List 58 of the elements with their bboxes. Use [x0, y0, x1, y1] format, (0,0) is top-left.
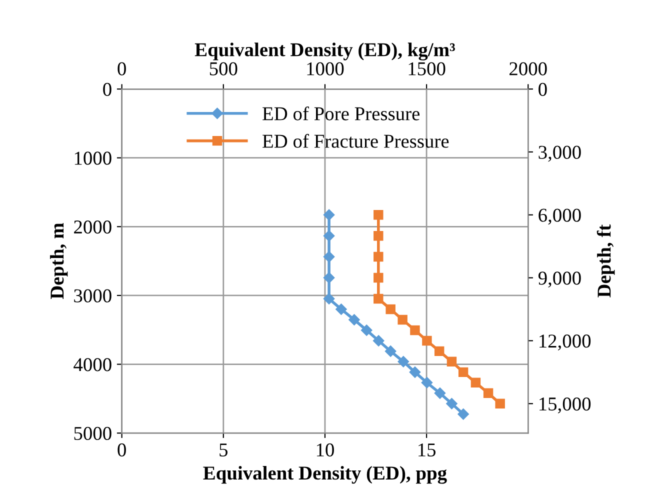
point	[323, 272, 335, 284]
point	[409, 366, 421, 378]
y-tick-label: 2000	[74, 220, 112, 234]
point	[374, 231, 384, 241]
point	[384, 346, 396, 357]
point	[421, 377, 433, 388]
point	[372, 335, 384, 346]
x2-tick-label: 0	[118, 62, 126, 76]
x2-axis-title: Equivalent Density (ED), kg/m³	[194, 42, 455, 60]
x2-tick-label: 2000	[510, 62, 547, 76]
point	[323, 251, 335, 262]
y2-tick-label: 15,000	[540, 397, 591, 414]
point	[323, 293, 335, 304]
point	[470, 378, 481, 388]
point	[422, 336, 432, 346]
y-tick-label: 5000	[74, 426, 112, 440]
point	[495, 398, 505, 408]
point	[483, 388, 494, 398]
point	[374, 252, 384, 262]
point	[398, 356, 409, 368]
y2-tick-label: 0	[538, 82, 547, 96]
x-tick-label: 10	[316, 443, 334, 456]
y2-tick-label: 9,000	[538, 272, 581, 288]
point	[446, 356, 457, 367]
point	[361, 324, 372, 336]
point	[458, 408, 469, 420]
y-axis-title: Depth, m	[50, 223, 68, 300]
point	[374, 210, 384, 220]
y2-tick-label: 12,000	[540, 334, 591, 350]
x-tick-label: 15	[418, 443, 436, 456]
point	[323, 230, 335, 242]
point	[410, 325, 420, 336]
point	[348, 314, 360, 326]
x-axis-title: Equivalent Density (ED), ppg	[203, 466, 447, 484]
x-tick-label: 5	[220, 444, 228, 456]
x-tick-label: 0	[118, 443, 126, 456]
point	[323, 209, 335, 220]
point	[458, 367, 468, 378]
y-tick-label: 4000	[74, 358, 112, 372]
point	[434, 388, 446, 399]
y-tick-label: 3000	[74, 289, 112, 302]
point	[446, 398, 458, 410]
legend-label: ED of Fracture Pressure	[262, 134, 449, 148]
y-tick-label: 1000	[74, 152, 112, 165]
y2-axis-title: Depth, ft	[596, 224, 615, 298]
point	[398, 314, 408, 325]
y2-tick-label: 6,000	[538, 208, 581, 225]
legend-label: ED of Pore Pressure	[262, 106, 420, 120]
x2-tick-label: 500	[210, 62, 238, 76]
point	[336, 304, 347, 315]
y2-tick-label: 3,000	[538, 146, 581, 162]
point	[386, 304, 396, 314]
x2-tick-label: 1000	[307, 62, 344, 76]
point	[374, 272, 384, 283]
y-tick-label: 0	[103, 82, 112, 96]
x2-tick-label: 1500	[408, 62, 446, 76]
point	[434, 346, 444, 356]
point	[374, 294, 384, 304]
